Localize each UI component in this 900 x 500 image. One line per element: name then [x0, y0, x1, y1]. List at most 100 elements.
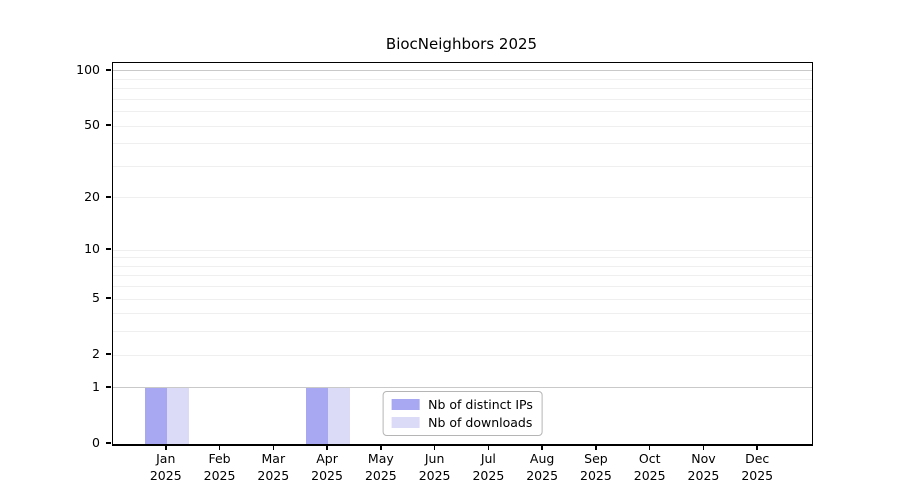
x-tick-label-line: Aug	[529, 451, 555, 466]
x-tick-mark	[165, 445, 167, 450]
x-tick-label-line: 2025	[418, 468, 451, 483]
legend-label-distinct-ips: Nb of distinct IPs	[428, 397, 533, 412]
x-tick-mark	[648, 445, 651, 450]
x-tick-mark	[487, 445, 490, 450]
minor-gridline	[113, 265, 812, 267]
x-tick-label: Nov 2025	[668, 450, 738, 484]
x-tick-label-line: Nov	[691, 451, 716, 466]
y-tick-mark	[105, 386, 111, 388]
x-tick-label-line: Mar	[261, 451, 286, 466]
x-tick-label-line: May	[367, 451, 394, 466]
legend: Nb of distinct IPs Nb of downloads	[382, 391, 543, 436]
x-tick-label: Dec 2025	[722, 450, 792, 484]
x-tick-label-line: Dec	[745, 451, 770, 466]
minor-gridline	[113, 249, 812, 251]
x-tick-label-line: Apr	[316, 451, 338, 466]
y-tick-label: 2	[92, 346, 100, 362]
y-tick-mark	[105, 69, 111, 71]
x-tick-label-line: Jan	[156, 451, 176, 466]
bar-downloads	[166, 387, 189, 444]
x-tick-mark	[380, 445, 382, 450]
bar-downloads	[328, 387, 351, 444]
minor-gridline	[113, 313, 812, 315]
y-tick-mark	[105, 248, 111, 250]
x-tick-label: Feb 2025	[185, 450, 255, 484]
minor-gridline	[113, 275, 812, 277]
y-tick-mark	[105, 442, 111, 444]
y-tick-mark	[105, 196, 111, 198]
minor-gridline	[113, 298, 812, 300]
x-tick-label-line: 2025	[526, 468, 559, 483]
minor-gridline	[113, 143, 812, 145]
chart-title: BiocNeighbors 2025	[385, 35, 538, 53]
x-tick-mark	[595, 445, 597, 450]
minor-gridline	[113, 354, 812, 356]
minor-gridline	[113, 88, 812, 90]
x-tick-mark	[433, 445, 436, 450]
x-tick-label-line: 2025	[741, 468, 774, 483]
y-tick-label: 1	[92, 378, 100, 394]
x-tick-mark	[702, 445, 705, 450]
minor-gridline	[113, 78, 812, 80]
x-tick-label-line: 2025	[472, 468, 505, 483]
plot-area: Nb of distinct IPs Nb of downloads	[112, 62, 813, 446]
minor-gridline	[113, 286, 812, 288]
x-tick-label: Oct 2025	[615, 450, 685, 484]
legend-swatch-distinct-ips	[391, 399, 420, 410]
x-tick-label: Aug 2025	[507, 450, 577, 484]
x-tick-label-line: Jun	[424, 451, 445, 466]
x-tick-label-line: Jul	[480, 451, 496, 466]
x-tick-mark	[218, 445, 221, 450]
x-tick-label: Jan 2025	[131, 450, 201, 484]
major-gridline	[113, 387, 812, 389]
bar-distinct-ips	[144, 387, 167, 444]
minor-gridline	[113, 98, 812, 100]
x-tick-label-line: 2025	[687, 468, 720, 483]
bars-layer	[113, 63, 812, 444]
minor-gridline	[113, 125, 812, 127]
y-tick-label: 5	[92, 290, 100, 306]
y-tick-label: 100	[76, 61, 100, 77]
x-tick-mark	[541, 445, 543, 450]
minor-gridline	[113, 111, 812, 113]
x-tick-mark	[756, 445, 758, 450]
minor-gridline	[113, 165, 812, 167]
x-tick-label-line: Oct	[638, 451, 661, 466]
y-tick-label: 20	[84, 188, 100, 204]
x-tick-label: May 2025	[346, 450, 416, 484]
legend-label-downloads: Nb of downloads	[428, 415, 533, 430]
x-tick-mark	[326, 445, 328, 450]
gridlines-layer	[113, 63, 812, 444]
x-tick-label-line: 2025	[364, 468, 397, 483]
y-tick-mark	[105, 297, 111, 299]
x-tick-label-line: 2025	[203, 468, 236, 483]
x-tick-label-line: 2025	[257, 468, 290, 483]
x-tick-label-line: 2025	[311, 468, 343, 483]
x-tick-label-line: 2025	[633, 468, 666, 483]
x-tick-label: Apr 2025	[292, 450, 362, 484]
x-tick-label-line: Sep	[584, 451, 608, 466]
x-tick-label-line: 2025	[580, 468, 612, 483]
y-tick-label: 50	[84, 117, 100, 133]
x-tick-label: Jun 2025	[400, 450, 470, 484]
x-tick-mark	[272, 445, 275, 450]
legend-swatch-downloads	[391, 417, 420, 428]
x-tick-label: Sep 2025	[561, 450, 631, 484]
bar-distinct-ips	[306, 387, 329, 444]
x-tick-label: Mar 2025	[238, 450, 308, 484]
x-tick-label-line: Feb	[208, 451, 231, 466]
y-tick-mark	[105, 124, 111, 126]
minor-gridline	[113, 197, 812, 199]
legend-item-downloads: Nb of downloads	[391, 415, 533, 430]
minor-gridline	[113, 331, 812, 333]
x-tick-label-line: 2025	[149, 468, 182, 483]
major-gridline	[113, 70, 812, 72]
y-tick-label: 10	[84, 241, 100, 257]
minor-gridline	[113, 257, 812, 259]
x-tick-label: Jul 2025	[453, 450, 523, 484]
y-tick-label: 0	[92, 435, 100, 450]
y-tick-mark	[105, 353, 111, 355]
legend-item-distinct-ips: Nb of distinct IPs	[391, 397, 533, 412]
